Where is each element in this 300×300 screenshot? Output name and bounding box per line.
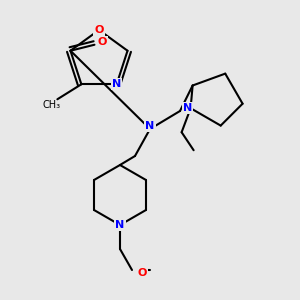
Text: O: O <box>94 25 104 35</box>
Text: CH₃: CH₃ <box>42 100 60 110</box>
Text: N: N <box>146 121 154 131</box>
Text: O: O <box>138 268 147 278</box>
Text: O: O <box>97 37 107 47</box>
Text: N: N <box>183 103 192 113</box>
Text: N: N <box>112 79 121 89</box>
Text: N: N <box>116 220 124 230</box>
